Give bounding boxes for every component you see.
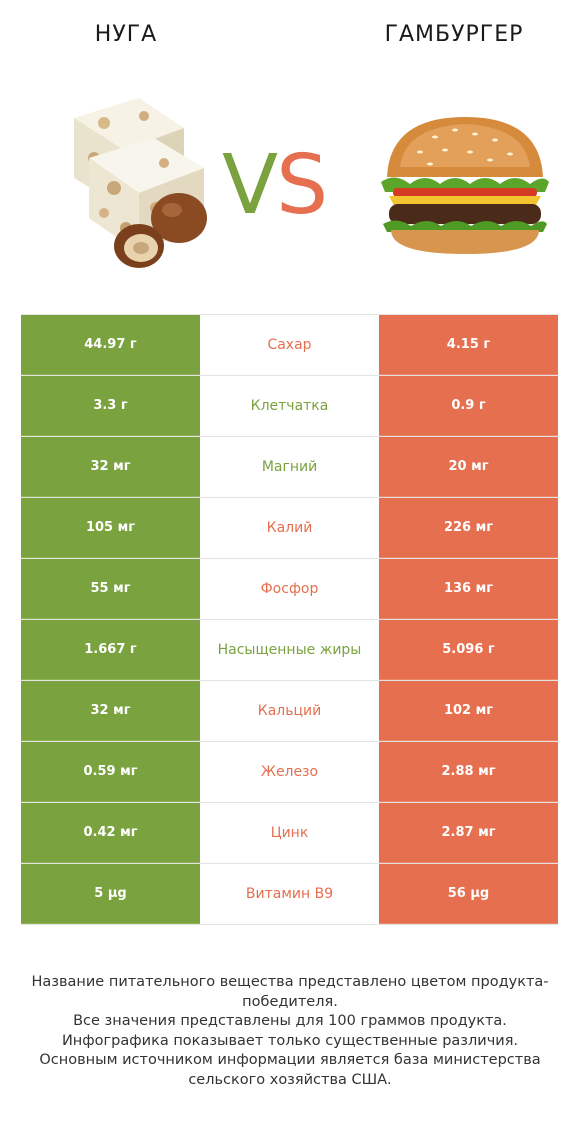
right-value: 102 мг <box>379 681 558 741</box>
right-value: 2.88 мг <box>379 742 558 802</box>
left-value: 0.59 мг <box>21 742 200 802</box>
vs-s: S <box>276 138 328 233</box>
footnote-line-1: Название питательного вещества представл… <box>31 974 549 1010</box>
table-row: 3.3 г Клетчатка 0.9 г <box>21 376 558 437</box>
right-value: 4.15 г <box>379 315 558 375</box>
footnote-line-3: Инфографика показывает только существенн… <box>61 1032 519 1049</box>
left-value: 105 мг <box>21 498 200 558</box>
vs-v: V <box>222 138 278 233</box>
comparison-table: 44.97 г Сахар 4.15 г 3.3 г Клетчатка 0.9 г 32 … <box>21 314 558 925</box>
left-value: 32 мг <box>21 681 200 741</box>
table-row: 1.667 г Насыщенные жиры 5.096 г <box>21 620 558 681</box>
right-value: 226 мг <box>379 498 558 558</box>
nutrient-name: Цинк <box>270 825 309 841</box>
left-value: 1.667 г <box>21 620 200 680</box>
nutrient-name: Магний <box>261 459 318 475</box>
nutrient-name: Калий <box>266 520 313 536</box>
table-row: 5 µg Витамин B9 56 µg <box>21 864 558 925</box>
table-row: 55 мг Фосфор 136 мг <box>21 559 558 620</box>
right-value: 2.87 мг <box>379 803 558 863</box>
table-row: 0.42 мг Цинк 2.87 мг <box>21 803 558 864</box>
nutrient-name: Железо <box>260 764 319 780</box>
left-value: 5 µg <box>21 864 200 924</box>
left-product-title: НУГА <box>94 22 158 47</box>
footnote-line-2: Все значения представлены для 100 граммо… <box>73 1013 507 1029</box>
nougat-image <box>74 98 207 268</box>
nutrient-name: Фосфор <box>260 581 319 597</box>
vs-label: VS <box>222 138 328 233</box>
left-value: 44.97 г <box>21 315 200 375</box>
left-value: 55 мг <box>21 559 200 619</box>
nutrient-name: Витамин B9 <box>245 886 334 902</box>
left-value: 32 мг <box>21 437 200 497</box>
right-value: 5.096 г <box>379 620 558 680</box>
right-value: 20 мг <box>379 437 558 497</box>
table-row: 32 мг Кальций 102 мг <box>21 681 558 742</box>
nutrient-name: Сахар <box>267 337 312 353</box>
nutrient-name: Насыщенные жиры <box>217 642 362 658</box>
table-row: 105 мг Калий 226 мг <box>21 498 558 559</box>
right-value: 136 мг <box>379 559 558 619</box>
left-value: 0.42 мг <box>21 803 200 863</box>
footnote: Название питательного вещества представл… <box>20 973 560 1090</box>
nutrient-name: Клетчатка <box>250 398 329 414</box>
table-row: 0.59 мг Железо 2.88 мг <box>21 742 558 803</box>
right-value: 0.9 г <box>379 376 558 436</box>
right-product-title: ГАМБУРГЕР <box>384 22 524 47</box>
footnote-line-4: Основным источником информации является … <box>39 1052 541 1088</box>
nutrient-name: Кальций <box>257 703 322 719</box>
left-value: 3.3 г <box>21 376 200 436</box>
table-row: 44.97 г Сахар 4.15 г <box>21 314 558 376</box>
table-row: 32 мг Магний 20 мг <box>21 437 558 498</box>
right-value: 56 µg <box>379 864 558 924</box>
hamburger-image <box>381 117 549 254</box>
